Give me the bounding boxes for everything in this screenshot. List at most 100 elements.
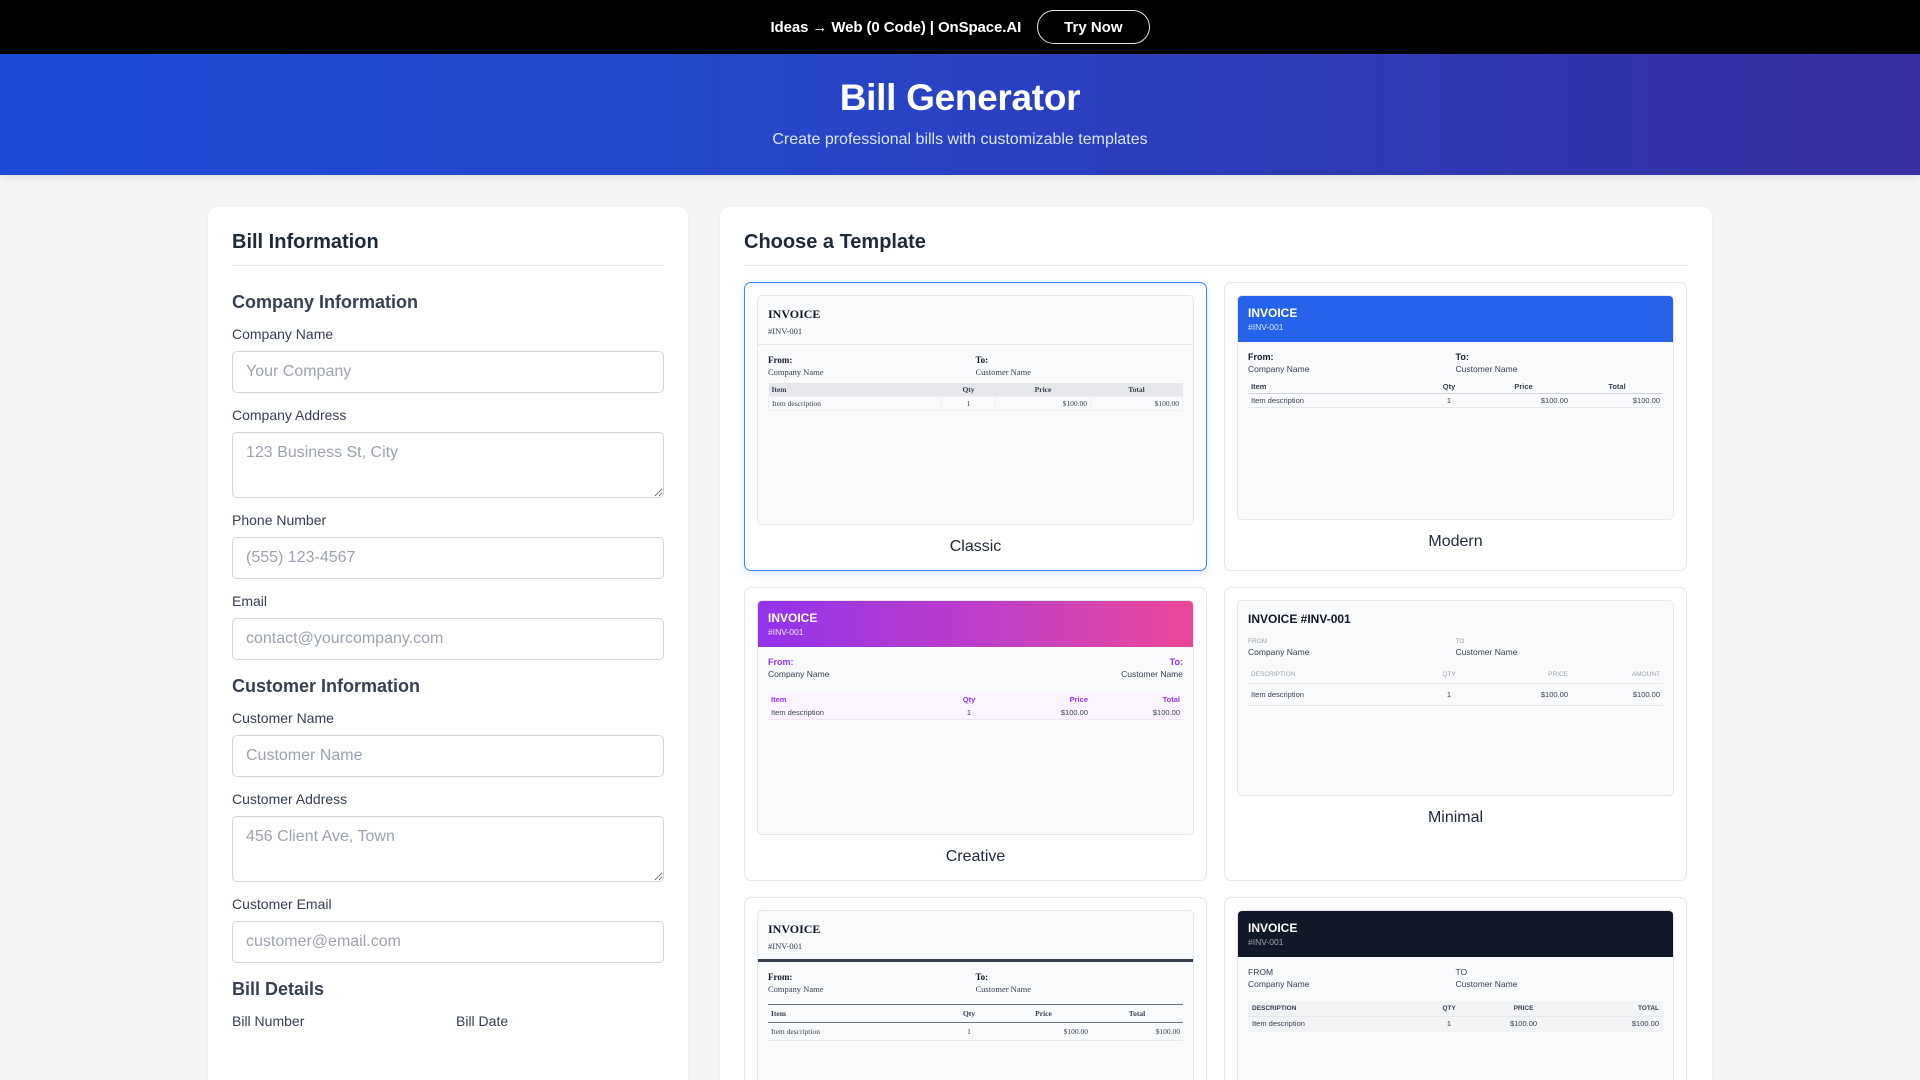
preview-parties: From: Company Name To: Customer Name <box>758 647 1193 685</box>
template-name-modern: Modern <box>1428 533 1483 550</box>
customer-email-input[interactable] <box>232 921 664 963</box>
page-subtitle: Create professional bills with customiza… <box>772 130 1148 148</box>
template-card-creative[interactable]: INVOICE #INV-001 From: Company Name To: Cu… <box>744 587 1207 881</box>
cell-qty: 1 <box>1446 1019 1452 1028</box>
company-name-input[interactable] <box>232 351 664 393</box>
customer-name-label: Customer Name <box>232 710 334 726</box>
customer-name-input[interactable] <box>232 735 664 777</box>
col-qty: Qty <box>1422 380 1476 394</box>
col-amount: AMOUNT <box>1571 669 1663 684</box>
preview-table: Item Qty Price Total Item description 1 $100.… <box>768 1004 1183 1041</box>
cell-qty: 1 <box>941 396 996 411</box>
col-qty: QTY <box>1422 669 1476 684</box>
template-preview-creative: INVOICE #INV-001 From: Company Name To: Cu… <box>757 600 1194 835</box>
preview-company: Company Name <box>1248 364 1310 374</box>
company-name-label: Company Name <box>232 326 334 342</box>
cell-qty: 1 <box>942 706 996 720</box>
template-preview-minimal: INVOICE #INV-001 FROM Company Name TO Cust… <box>1237 600 1674 796</box>
table-row: Item description 1 $100.00 $100.00 <box>1248 393 1663 408</box>
preview-to-label: To: <box>975 972 989 982</box>
cell-total: $100.00 <box>1090 396 1183 411</box>
cell-price: $100.00 <box>1476 683 1571 706</box>
email-field-group: Email <box>232 593 664 660</box>
company-address-field-group: Company Address <box>232 407 664 498</box>
customer-email-label: Customer Email <box>232 896 332 912</box>
preview-company: Company Name <box>768 984 824 994</box>
table-row: Item description 1 $100.00 $100.00 <box>768 1022 1183 1041</box>
panel-title: Bill Information <box>232 231 664 266</box>
col-price: Price <box>995 383 1091 397</box>
preview-invoice-title: INVOICE #INV-001 <box>1248 612 1351 626</box>
cell-qty: 1 <box>1422 683 1476 706</box>
col-qty: Qty <box>942 1004 996 1023</box>
preview-from-label: From: <box>1248 352 1274 362</box>
preview-from-label: From: <box>768 657 794 667</box>
preview-invoice-title: INVOICE <box>1248 306 1298 320</box>
preview-parties: From: Company Name To: Customer Name <box>758 962 1193 1000</box>
customer-address-textarea[interactable] <box>232 816 664 882</box>
template-card-modern[interactable]: INVOICE #INV-001 From: Company Name To: Cu… <box>1224 282 1687 571</box>
cell-item: Item description <box>1248 683 1422 706</box>
preview-table: Item Qty Price Total Item description 1 $100.… <box>1248 380 1663 408</box>
template-card-professional[interactable]: INVOICE #INV-001 From: Company Name To: Cu… <box>744 897 1207 1080</box>
col-total: TOTAL <box>1571 1001 1663 1017</box>
template-name-creative: Creative <box>945 848 1006 865</box>
preview-table: DESCRIPTION QTY PRICE AMOUNT Item descripti… <box>1248 669 1663 706</box>
try-now-button[interactable]: Try Now <box>1037 10 1150 44</box>
preview-header: INVOICE #INV-001 <box>758 911 1193 962</box>
preview-invoice-number: #INV-001 <box>768 627 804 637</box>
preview-table: DESCRIPTION QTY PRICE TOTAL Item descriptio… <box>1248 1001 1663 1032</box>
preview-customer: Customer Name <box>1121 669 1183 679</box>
cell-price: $100.00 <box>1476 393 1571 408</box>
preview-parties: FROM Company Name TO Customer Name <box>1238 957 1673 995</box>
preview-company: Company Name <box>1248 647 1310 657</box>
promo-text: Ideas → Web (0 Code) | OnSpace.AI <box>770 18 1022 36</box>
hero-header: Bill Generator Create professional bills… <box>0 54 1920 175</box>
preview-from-label: From: <box>768 355 793 365</box>
col-total: Total <box>1162 695 1180 704</box>
preview-customer: Customer Name <box>975 367 1031 377</box>
template-name-minimal: Minimal <box>1427 809 1484 826</box>
preview-from-label: FROM <box>1248 967 1274 977</box>
preview-customer: Customer Name <box>975 984 1031 994</box>
preview-invoice-title: INVOICE <box>768 307 821 321</box>
table-row: Item description 1 $100.00 $100.00 <box>768 396 1183 411</box>
col-description: DESCRIPTION <box>1248 1001 1422 1017</box>
preview-header: INVOICE #INV-001 <box>758 296 1193 345</box>
template-card-corporate[interactable]: INVOICE #INV-001 FROM Company Name TO Cust… <box>1224 897 1687 1080</box>
col-price: Price <box>1476 380 1571 394</box>
bill-information-panel: Bill Information Company Information Com… <box>208 207 688 1080</box>
template-preview-corporate: INVOICE #INV-001 FROM Company Name TO Cust… <box>1237 910 1674 1080</box>
template-card-classic[interactable]: INVOICE #INV-001 From: Company Name To: Cu… <box>744 282 1207 571</box>
preview-to-label: To: <box>975 355 989 365</box>
company-address-textarea[interactable] <box>232 432 664 498</box>
cell-total: $100.00 <box>1631 1019 1659 1028</box>
preview-customer: Customer Name <box>1455 364 1518 374</box>
company-name-field-group: Company Name <box>232 326 664 393</box>
table-row: Item description 1 $100.00 $100.00 <box>1248 1017 1663 1033</box>
preview-from-label: FROM <box>1248 638 1268 645</box>
col-item: Item <box>1248 380 1422 394</box>
preview-to-label: To: <box>1455 352 1469 362</box>
col-description: DESCRIPTION <box>1248 669 1422 684</box>
preview-invoice-number: #INV-001 <box>768 941 803 951</box>
preview-table: Item Qty Price Total Item description 1 $100.… <box>768 693 1183 720</box>
email-input[interactable] <box>232 618 664 660</box>
cell-qty: 1 <box>942 1022 996 1041</box>
customer-name-field-group: Customer Name <box>232 710 664 777</box>
preview-header: INVOICE #INV-001 <box>1238 296 1673 342</box>
preview-header: INVOICE #INV-001 <box>1238 601 1673 632</box>
phone-input[interactable] <box>232 537 664 579</box>
customer-section-title: Customer Information <box>232 676 421 696</box>
cell-qty: 1 <box>1422 393 1476 408</box>
preview-header: INVOICE #INV-001 <box>1238 911 1673 957</box>
cell-total: $100.00 <box>1571 683 1663 706</box>
bill-number-label: Bill Number <box>232 1013 305 1029</box>
template-preview-classic: INVOICE #INV-001 From: Company Name To: Cu… <box>757 295 1194 525</box>
template-card-minimal[interactable]: INVOICE #INV-001 FROM Company Name TO Cust… <box>1224 587 1687 881</box>
cell-item: Item description <box>1252 1019 1305 1028</box>
preview-invoice-title: INVOICE <box>768 922 821 936</box>
cell-total: $100.00 <box>1091 1022 1183 1041</box>
preview-invoice-title: INVOICE <box>1248 921 1298 935</box>
preview-invoice-title: INVOICE <box>768 611 818 625</box>
